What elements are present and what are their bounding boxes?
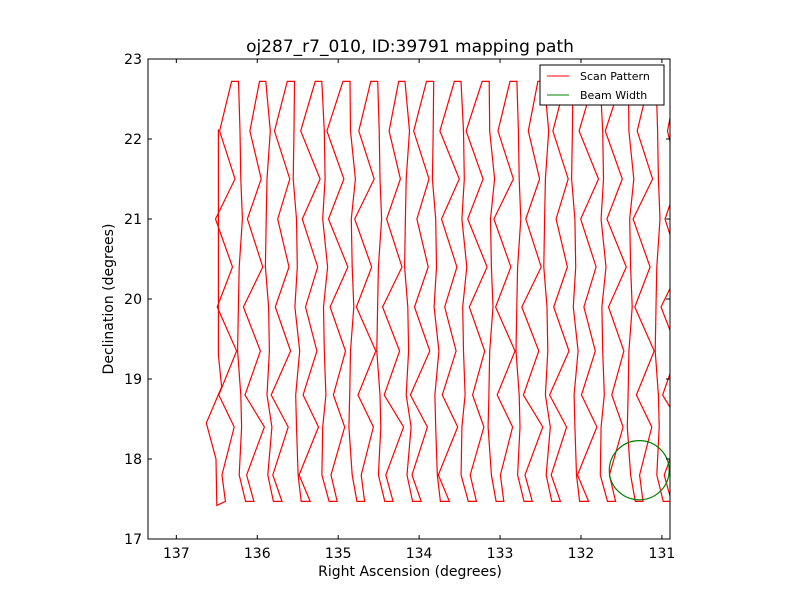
y-tick-label: 22	[124, 132, 142, 148]
x-tick-label: 137	[163, 546, 190, 562]
y-tick-label: 21	[124, 212, 142, 228]
chart-title: oj287_r7_010, ID:39791 mapping path	[246, 37, 574, 57]
scan-pattern-layer	[205, 80, 670, 507]
x-tick-label: 131	[649, 546, 676, 562]
x-axis-label: Right Ascension (degrees)	[318, 564, 502, 580]
x-tick-label: 133	[487, 546, 514, 562]
y-tick-label: 23	[124, 52, 142, 68]
x-tick-label: 134	[406, 546, 433, 562]
axis-ticks: 137 136 135 134 133 132 131 17 18 19 20 21 22 23	[124, 52, 675, 562]
legend-label-scan-pattern: Scan Pattern	[580, 70, 650, 83]
y-tick-label: 17	[124, 532, 142, 548]
x-tick-label: 132	[568, 546, 595, 562]
y-tick-label: 18	[124, 452, 142, 468]
x-tick-label: 136	[244, 546, 271, 562]
legend: Scan Pattern Beam Width	[539, 64, 665, 106]
beam-width-circle	[608, 440, 670, 501]
y-tick-label: 19	[124, 372, 142, 388]
legend-label-beam-width: Beam Width	[580, 89, 647, 102]
y-tick-label: 20	[124, 292, 142, 308]
scan-pattern-line	[205, 80, 670, 507]
legend-box	[539, 64, 665, 106]
beam-width-layer	[608, 440, 670, 501]
x-tick-label: 135	[325, 546, 352, 562]
y-axis-label: Declination (degrees)	[101, 224, 117, 375]
